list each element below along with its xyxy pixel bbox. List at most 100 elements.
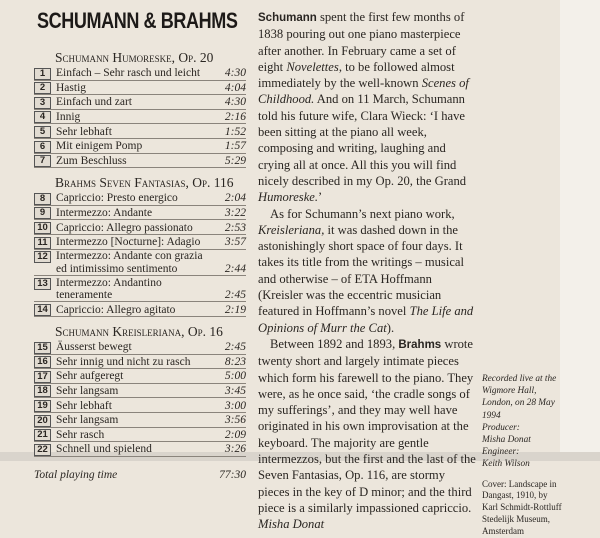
track-title: Äusserst bewegt [56, 341, 132, 354]
track-duration: 2:45 [224, 341, 246, 354]
track-number: 4 [34, 111, 51, 124]
track-number: 8 [34, 192, 51, 205]
track-row: 10 Capriccio: Allegro passionato 2:53 [34, 220, 246, 235]
credits: Recorded live at the Wigmore Hall, Londo… [482, 373, 562, 538]
track-number: 6 [34, 140, 51, 153]
booklet-edge [560, 0, 600, 461]
engineer-label: Engineer: [482, 447, 520, 458]
track-row: 15 Äusserst bewegt 2:45 [34, 340, 246, 355]
text-run: Between 1892 and 1893, [270, 336, 399, 351]
total-label: Total playing time [34, 468, 118, 481]
track-number: 1 [34, 67, 51, 80]
track-title: Capriccio: Allegro agitato [56, 303, 176, 316]
producer: Misha Donat [482, 435, 531, 446]
track-number: 15 [34, 341, 51, 354]
section-heading: Schumann Kreisleriana, Op. 16 [55, 323, 223, 339]
track-number: 21 [34, 429, 51, 442]
track-number: 11 [34, 236, 51, 249]
track-number: 20 [34, 414, 51, 427]
track-row: 2 Hastig 4:04 [34, 81, 246, 96]
track-duration: 1:52 [224, 125, 246, 138]
text-run: it was dashed down in the astonishingly … [258, 222, 465, 319]
track-title: Sehr langsam [56, 414, 119, 427]
track-row: 7 Zum Beschluss 5:29 [34, 154, 246, 169]
track-title: Intermezzo: Andante [56, 206, 153, 219]
text-run: Schumann [258, 12, 317, 24]
track-duration: 3:26 [224, 443, 246, 456]
track-duration: 2:45 [224, 288, 246, 301]
track-title: Einfach – Sehr rasch und leicht [56, 67, 201, 80]
track-duration: 3:57 [224, 236, 246, 249]
track-title: Sehr aufgeregt [56, 370, 124, 383]
section-heading: Brahms Seven Fantasias, Op. 116 [55, 175, 234, 191]
track-title: Intermezzo: Andante con grazia ed intimi… [56, 250, 203, 275]
text-run: spent the first few months of 1838 pouri… [258, 10, 465, 74]
track-title: Intermezzo: Andantino teneramente [56, 276, 162, 301]
track-number: 12 [34, 251, 51, 264]
track-row: 14 Capriccio: Allegro agitato 2:19 [34, 302, 246, 317]
paragraph: Between 1892 and 1893, Brahms wrote twen… [258, 336, 478, 533]
total-time: Total playing time 77:30 [34, 469, 246, 481]
track-row: 16 Sehr innig und nicht zu rasch 8:23 [34, 355, 246, 370]
track-row: 17 Sehr aufgeregt 5:00 [34, 369, 246, 384]
track-number: 2 [34, 82, 51, 95]
track-number: 16 [34, 356, 51, 369]
track-title: Capriccio: Allegro passionato [56, 221, 193, 234]
track-number: 14 [34, 303, 51, 316]
track-duration: 1:57 [224, 140, 246, 153]
track-title: Sehr innig und nicht zu rasch [56, 355, 191, 368]
track-title: Hastig [56, 81, 87, 94]
track-row: 20 Sehr langsam 3:56 [34, 413, 246, 428]
text-run: Humoreske. [258, 190, 319, 205]
track-row: 22 Schnell und spielend 3:26 [34, 442, 246, 457]
track-duration: 8:23 [224, 355, 246, 368]
track-number: 18 [34, 385, 51, 398]
track-title: Mit einigem Pomp [56, 140, 143, 153]
track-title: Capriccio: Presto energico [56, 192, 178, 205]
track-duration: 4:30 [224, 67, 246, 80]
track-duration: 3:56 [224, 414, 246, 427]
track-row: 5 Sehr lebhaft 1:52 [34, 124, 246, 139]
track-row: 21 Sehr rasch 2:09 [34, 428, 246, 443]
track-duration: 5:29 [224, 154, 246, 167]
track-row: 11 Intermezzo [Nocturne]: Adagio 3:57 [34, 235, 246, 250]
track-title: Sehr langsam [56, 384, 119, 397]
producer-label: Producer: [482, 422, 520, 433]
paragraph: As for Schumann’s next piano work, Kreis… [258, 206, 478, 336]
liner-notes: Schumann spent the first few months of 1… [258, 9, 478, 533]
total-duration: 77:30 [219, 468, 246, 481]
text-run: Misha Donat [258, 517, 325, 532]
album-title: SCHUMANN & BRAHMS [37, 8, 238, 33]
text-run: wrote twenty short and largely intimate … [258, 336, 476, 515]
track-title: Sehr lebhaft [56, 125, 112, 138]
text-run: And on 11 March, Schumann told his futur… [258, 92, 467, 188]
track-row: 4 Innig 2:16 [34, 110, 246, 125]
track-number: 19 [34, 399, 51, 412]
track-duration: 2:53 [224, 221, 246, 234]
track-row: 9 Intermezzo: Andante 3:22 [34, 206, 246, 221]
track-duration: 2:04 [224, 192, 246, 205]
track-number: 10 [34, 221, 51, 234]
track-number: 7 [34, 155, 51, 168]
track-number: 9 [34, 207, 51, 220]
paragraph: Schumann spent the first few months of 1… [258, 9, 478, 206]
recording-info: Recorded live at the Wigmore Hall, Londo… [482, 374, 557, 421]
track-title: Zum Beschluss [56, 154, 127, 167]
text-run: The Life and Opinions of Murr the Cat [258, 304, 474, 335]
track-duration: 3:45 [224, 384, 246, 397]
track-duration: 5:00 [224, 370, 246, 383]
text-run: As for Schumann’s next piano work, [270, 206, 455, 221]
track-duration: 3:22 [224, 206, 246, 219]
track-number: 3 [34, 96, 51, 109]
track-title: Schnell und spielend [56, 443, 152, 456]
track-number: 13 [34, 277, 51, 290]
track-duration: 4:30 [224, 96, 246, 109]
track-duration: 2:19 [224, 303, 246, 316]
track-number: 22 [34, 443, 51, 456]
track-number: 5 [34, 125, 51, 138]
text-run: Novelettes [286, 59, 339, 74]
section-heading: Schumann Humoreske, Op. 20 [55, 50, 214, 65]
track-duration: 4:04 [224, 81, 246, 94]
track-row: 8 Capriccio: Presto energico 2:04 [34, 191, 246, 206]
track-duration: 2:44 [224, 262, 246, 275]
